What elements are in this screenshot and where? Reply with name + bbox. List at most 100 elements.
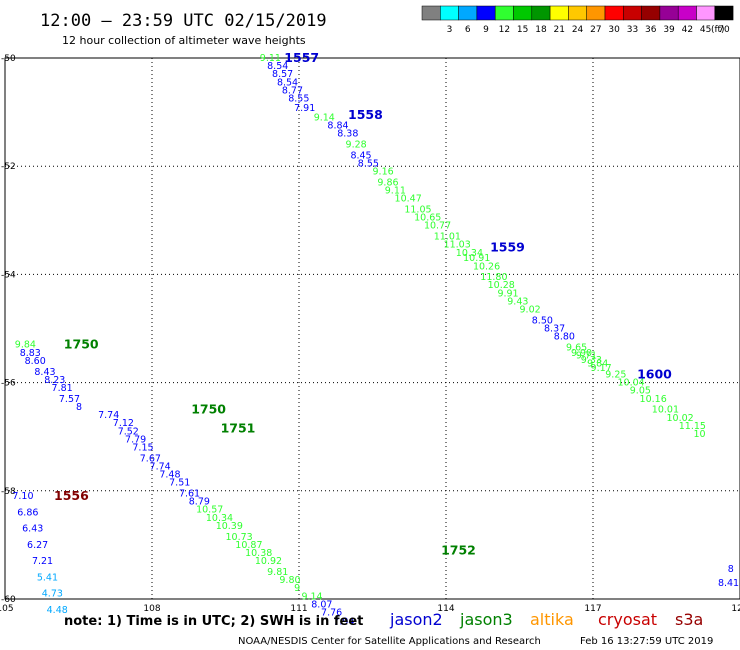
chart-title: 12:00 – 23:59 UTC 02/15/2019 — [40, 11, 327, 31]
colorbar-swatch — [659, 5, 679, 21]
wave-height-point: 9.14 — [314, 113, 335, 124]
wave-height-point: 9.65 — [566, 342, 587, 353]
wave-height-point: 10.16 — [640, 394, 667, 405]
wave-height-point: 6.43 — [22, 524, 43, 535]
wave-height-point: 7.94 — [333, 617, 354, 628]
wave-height-point: 8.38 — [337, 129, 358, 140]
x-axis-ticks: 105 108 111 114 117 120 — [0, 604, 740, 614]
wave-height-point: 11.05 — [404, 204, 431, 215]
wave-height-point: 9.25 — [605, 369, 626, 380]
colorbar-swatch — [641, 5, 661, 21]
wave-height-point: 10.04 — [618, 378, 645, 389]
wave-height-point: 8.45 — [350, 150, 371, 161]
wave-height-point: 8.55 — [288, 94, 309, 105]
wave-height-point: 10.47 — [395, 194, 422, 205]
wave-height-point: 8.83 — [20, 348, 41, 359]
wave-height-point: 7.57 — [59, 394, 80, 405]
colorbar-label: 39 — [663, 25, 675, 35]
colorbar-label: 18 — [535, 25, 547, 35]
colorbar-swatch — [549, 5, 569, 21]
colorbar-label: 33 — [627, 25, 638, 35]
x-tick-label: 120 — [731, 604, 740, 614]
wave-height-point: 10.87 — [235, 540, 262, 551]
wave-height-point: 8.07 — [311, 599, 332, 610]
wave-height-values: 9.118.548.578.548.778.557.919.148.848.38… — [12, 53, 739, 628]
y-tick-label: -56 — [1, 379, 16, 389]
wave-height-point: 11.80 — [480, 272, 507, 283]
wave-height-point: 10.73 — [226, 532, 253, 543]
wave-height-point: 9.90 — [571, 348, 592, 359]
colorbar-swatch — [623, 5, 642, 21]
wave-height-point: 9.16 — [373, 167, 394, 178]
x-tick-label: 111 — [290, 604, 307, 614]
y-tick-label: -58 — [1, 487, 16, 497]
wave-height-point: 9.91 — [497, 288, 518, 299]
wave-height-point: 8.79 — [189, 497, 210, 508]
wave-height-point: 9.11 — [385, 186, 406, 197]
wave-height-point: 9.84 — [15, 340, 36, 351]
timestamp: Feb 16 13:27:59 UTC 2019 — [580, 636, 713, 647]
grid-lines — [5, 58, 740, 599]
wave-height-point: 10 — [693, 429, 705, 440]
wave-height-point: 10.65 — [414, 213, 441, 224]
y-tick-label: -60 — [1, 595, 16, 605]
colorbar-label: 21 — [554, 25, 565, 35]
wave-height-point: 6.86 — [17, 507, 38, 518]
wave-height-point: 10.77 — [424, 221, 451, 232]
satellite-jason2: jason2 — [389, 610, 443, 629]
wave-height-point: 7.79 — [125, 434, 146, 445]
wave-height-point: 8.23 — [44, 375, 65, 386]
colorbar-label: 70 — [718, 25, 730, 35]
wave-height-point: 10.57 — [196, 505, 223, 516]
wave-height-point: 11.01 — [434, 232, 461, 243]
color-scale-legend: 3 6 9 12 15 18 21 24 27 30 33 36 39 42 45 70 — [421, 5, 734, 35]
colorbar-swatch — [476, 5, 496, 21]
pass-time-label: 1751 — [221, 421, 256, 436]
wave-height-point: 8.77 — [282, 85, 303, 96]
pass-time-label: 1600 — [637, 366, 672, 381]
colorbar-swatch — [513, 5, 533, 21]
colorbar-label: 12 — [499, 25, 510, 35]
pass-time-label: 1557 — [284, 50, 319, 65]
colorbar-swatch — [531, 5, 551, 21]
wave-height-point: 7.10 — [12, 491, 33, 502]
colorbar-swatch — [458, 5, 478, 21]
wave-height-point: 9.43 — [507, 296, 528, 307]
colorbar-label: 36 — [645, 25, 657, 35]
chart-subtitle: 12 hour collection of altimeter wave hei… — [62, 34, 306, 47]
wave-height-point: 9.02 — [520, 305, 541, 316]
wave-height-point: 10.39 — [216, 521, 243, 532]
x-tick-label: 114 — [437, 604, 454, 614]
wave-height-point: 7.81 — [52, 383, 73, 394]
wave-height-point: 10.01 — [652, 405, 679, 416]
wave-height-point: 8 — [76, 402, 82, 413]
wave-height-point: 7.21 — [32, 556, 53, 567]
wave-height-point: 8 — [728, 564, 734, 575]
wave-height-point: 7.74 — [150, 461, 171, 472]
wave-height-point: 8.84 — [327, 121, 348, 132]
wave-height-point: 9.17 — [591, 363, 612, 374]
satellite-altika: altika — [530, 610, 574, 629]
wave-height-point: 8.54 — [277, 77, 298, 88]
wave-height-point: 7.61 — [179, 489, 200, 500]
colorbar-label: 27 — [590, 25, 601, 35]
wave-height-point: 9.84 — [587, 359, 608, 370]
y-axis-ticks: -50 -52 -54 -56 -58 -60 — [1, 54, 16, 605]
colorbar-units: (ft) — [711, 25, 725, 35]
y-tick-label: -50 — [1, 54, 16, 64]
wave-height-point: 10.38 — [245, 548, 272, 559]
wave-height-point: 7.74 — [98, 410, 119, 421]
wave-height-point: 9.80 — [279, 575, 300, 586]
y-tick-label: -54 — [1, 270, 16, 280]
wave-height-point: 10.92 — [255, 556, 282, 567]
wave-height-point: 9.05 — [630, 386, 651, 397]
wave-height-point: 8.55 — [358, 158, 379, 169]
pass-time-label: 1750 — [191, 402, 226, 417]
wave-height-point: 10.02 — [667, 413, 694, 424]
colorbar-swatch — [568, 5, 587, 21]
wave-height-point: 5.41 — [37, 572, 58, 583]
colorbar-swatch — [421, 5, 441, 21]
colorbar-swatch — [604, 5, 624, 21]
pass-time-label: 1559 — [490, 239, 525, 254]
